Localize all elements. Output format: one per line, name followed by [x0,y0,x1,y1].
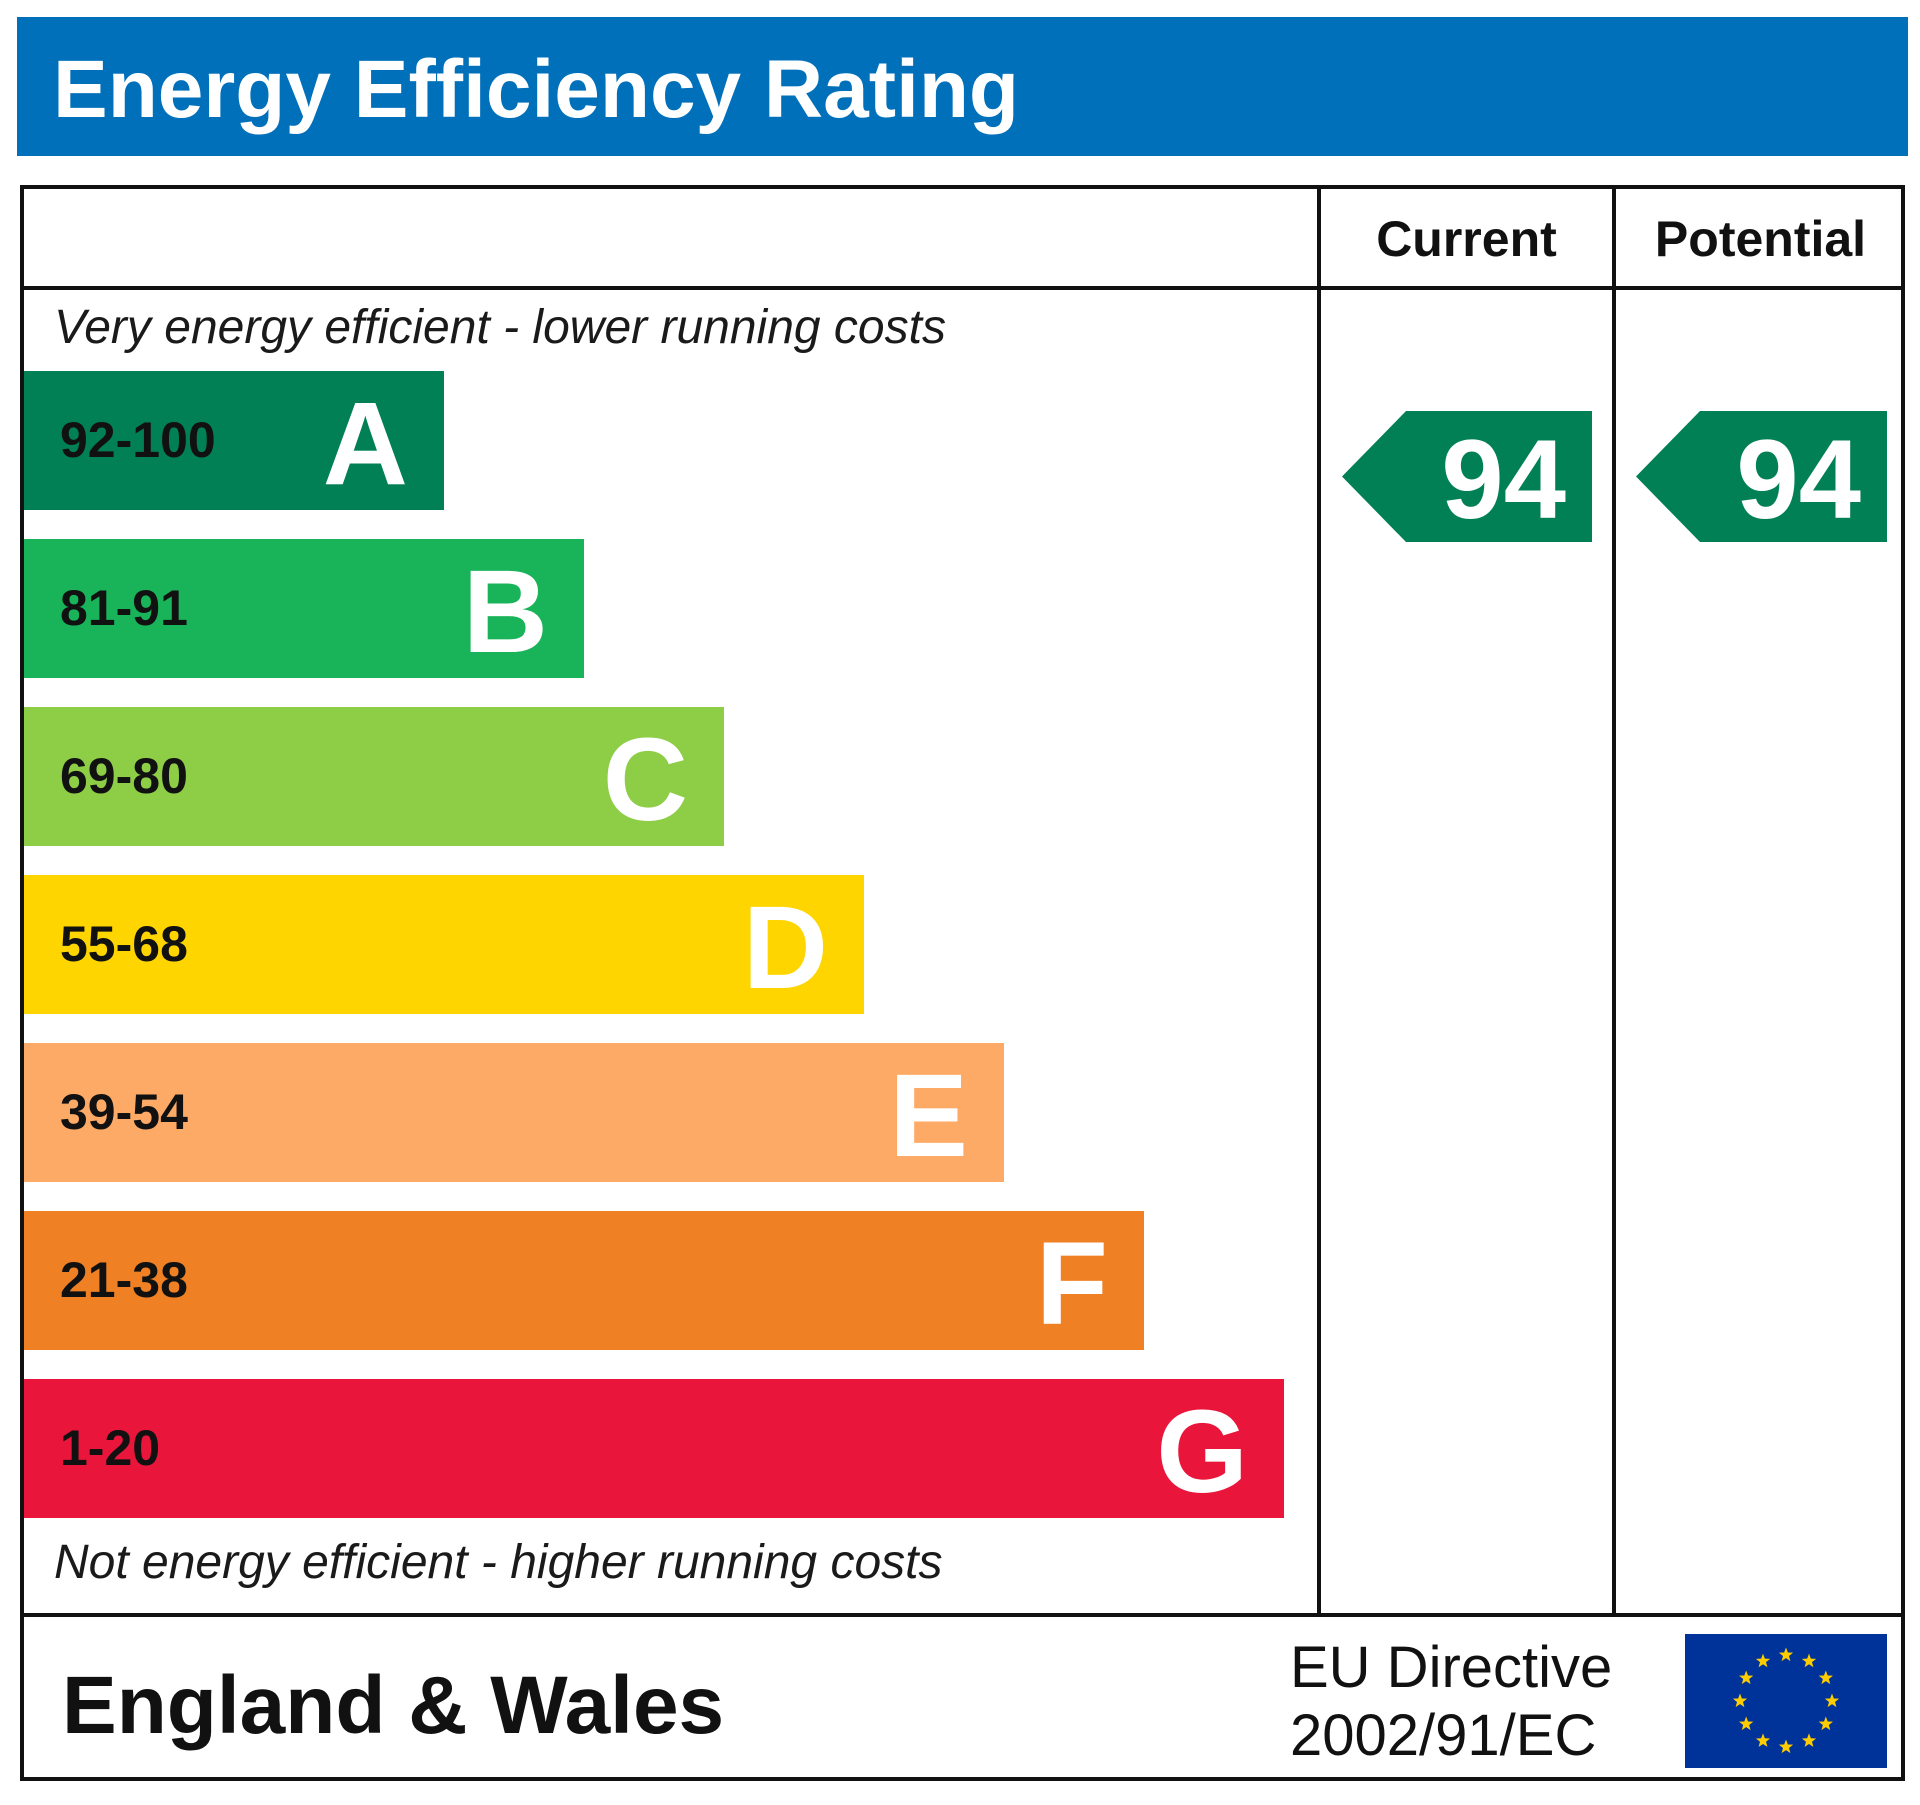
header-row-divider [20,286,1905,290]
band-letter-label: D [742,882,828,1014]
band-range-label: 81-91 [60,580,188,636]
band-range-label: 1-20 [60,1420,161,1476]
eu-star-icon [1732,1693,1748,1708]
eu-star-icon [1778,1647,1794,1662]
note-bottom: Not energy efficient - higher running co… [54,1536,943,1589]
rating-frame [20,185,1905,1781]
band-letter-label: G [1156,1386,1248,1518]
band-range-label: 69-80 [60,748,188,804]
header-bar: Energy Efficiency Rating [17,17,1908,156]
directive-line-1: EU Directive [1290,1635,1613,1700]
column-header-current: Current [1376,211,1557,267]
band-e: 39-54 E [24,1043,1004,1182]
eu-flag-icon [1685,1634,1887,1768]
footer-row-divider [20,1613,1905,1617]
eu-star-icon [1818,1716,1833,1731]
band-c: 69-80 C [24,707,724,846]
potential-rating-value: 94 [1736,417,1861,542]
band-g: 1-20 G [24,1379,1284,1518]
current-arrow-shape [1342,411,1592,542]
current-rating-value: 94 [1441,417,1566,542]
eu-star-icon [1739,1670,1754,1685]
eu-star-icon [1755,1653,1771,1668]
band-range-label: 21-38 [60,1252,188,1308]
note-top: Very energy efficient - lower running co… [54,301,946,354]
band-letter-label: F [1035,1218,1108,1350]
band-range-label: 92-100 [60,412,216,468]
eu-star-icon [1824,1693,1840,1708]
band-a: 92-100 A [24,371,444,510]
eu-star-icon [1801,1733,1817,1747]
band-letter-label: E [889,1050,968,1182]
eu-star-icon [1739,1716,1754,1731]
eu-star-icon [1778,1739,1794,1754]
eu-star-icon [1801,1653,1817,1668]
chart-title: Energy Efficiency Rating [53,44,1020,135]
band-f: 21-38 F [24,1211,1144,1350]
eu-directive: EU Directive 2002/91/EC [1290,1634,1670,1770]
column-header-potential: Potential [1654,211,1867,267]
divider-potential [1612,185,1616,1615]
directive-line-2: 2002/91/EC [1290,1703,1597,1768]
band-letter-label: B [462,546,548,678]
eu-star-icon [1755,1733,1771,1747]
current-rating-arrow: 94 [1342,411,1592,542]
band-letter-label: C [602,714,688,846]
band-d: 55-68 D [24,875,864,1014]
band-range-label: 39-54 [60,1084,188,1140]
divider-current [1317,185,1321,1615]
band-b: 81-91 B [24,539,584,678]
band-letter-label: A [322,378,408,510]
region-label: England & Wales [62,1660,725,1751]
band-range-label: 55-68 [60,916,188,972]
eu-star-icon [1818,1670,1833,1685]
potential-rating-arrow: 94 [1636,411,1887,542]
potential-arrow-shape [1636,411,1887,542]
